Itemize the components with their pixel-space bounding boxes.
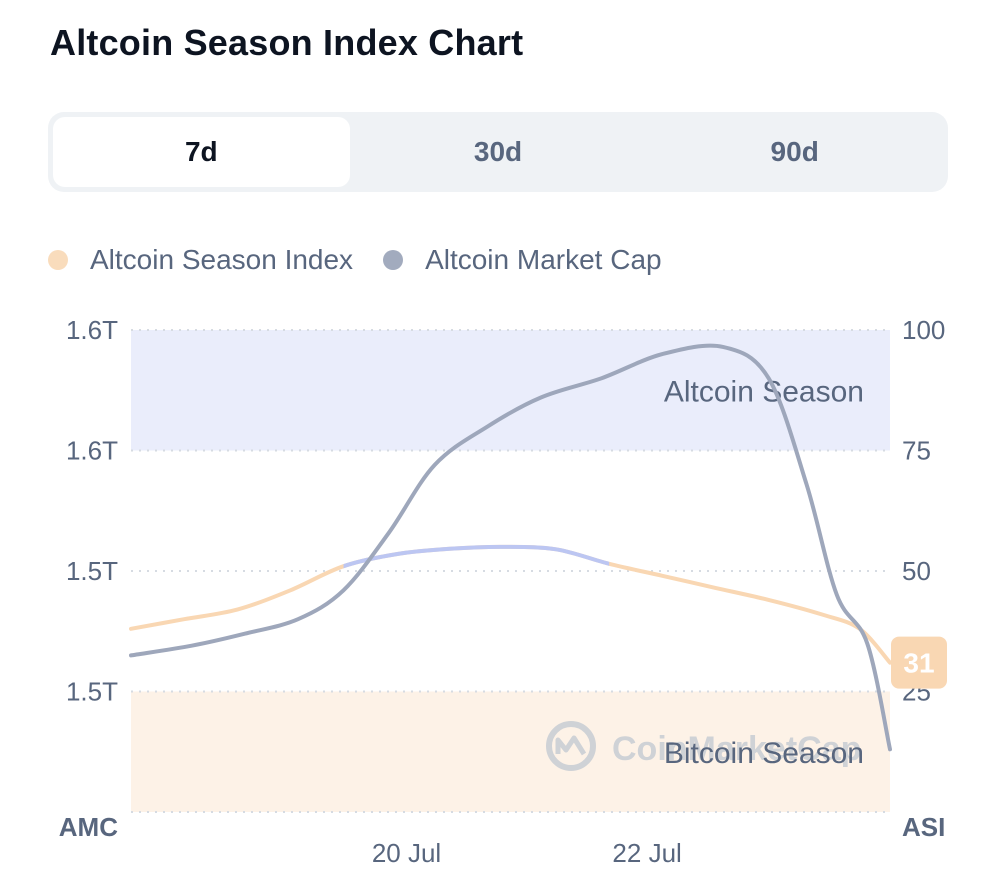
left-axis-name: AMC [59, 812, 118, 842]
range-tabs: 7d 30d 90d [48, 112, 948, 192]
left-tick-label: 1.5T [66, 556, 118, 586]
chart-title: Altcoin Season Index Chart [50, 22, 524, 63]
tab-7d[interactable]: 7d [53, 117, 350, 187]
legend-dot-amc [383, 250, 404, 270]
right-axis-name: ASI [902, 812, 945, 842]
legend-label-asi: Altcoin Season Index [90, 244, 354, 275]
x-tick-label: 20 Jul [372, 838, 441, 868]
right-tick-label: 75 [902, 436, 931, 466]
watermark-logo-icon [546, 721, 596, 771]
x-tick-label: 22 Jul [612, 838, 681, 868]
left-tick-label: 1.6T [66, 436, 118, 466]
current-value-badge [891, 636, 947, 689]
watermark: CoinMarketCap [546, 721, 861, 771]
left-tick-label: 1.5T [66, 677, 118, 707]
right-tick-label: 50 [902, 556, 931, 586]
chart-legend: Altcoin Season Index Altcoin Market Cap [48, 244, 692, 276]
legend-dot-asi [48, 250, 68, 270]
current-value-text: 31 [903, 648, 934, 679]
zone-altcoin-season [131, 330, 890, 451]
zone-label-altcoin-season: Altcoin Season [664, 375, 864, 408]
badge-layer: 31 [891, 636, 947, 689]
zone-label-bitcoin-season: Bitcoin Season [664, 737, 864, 770]
zones-layer [131, 330, 890, 812]
lines-layer [129, 343, 892, 752]
series-line-amc [129, 343, 892, 752]
watermark-logo-mark [555, 735, 587, 756]
left-tick-label: 1.6T [66, 315, 118, 345]
tab-90d[interactable]: 90d [770, 136, 819, 167]
zone-bitcoin-season [131, 691, 890, 812]
legend-item-asi[interactable]: Altcoin Season Index [48, 244, 353, 276]
legend-item-amc[interactable]: Altcoin Market Cap [383, 244, 662, 276]
series-line-asi-highlight [343, 544, 610, 569]
series-line-asi [129, 544, 892, 665]
grid-layer [131, 329, 890, 813]
watermark-text: CoinMarketCap [612, 730, 861, 768]
right-tick-label: 100 [902, 315, 945, 345]
tab-30d[interactable]: 30d [473, 136, 523, 167]
legend-label-amc: Altcoin Market Cap [425, 244, 662, 275]
